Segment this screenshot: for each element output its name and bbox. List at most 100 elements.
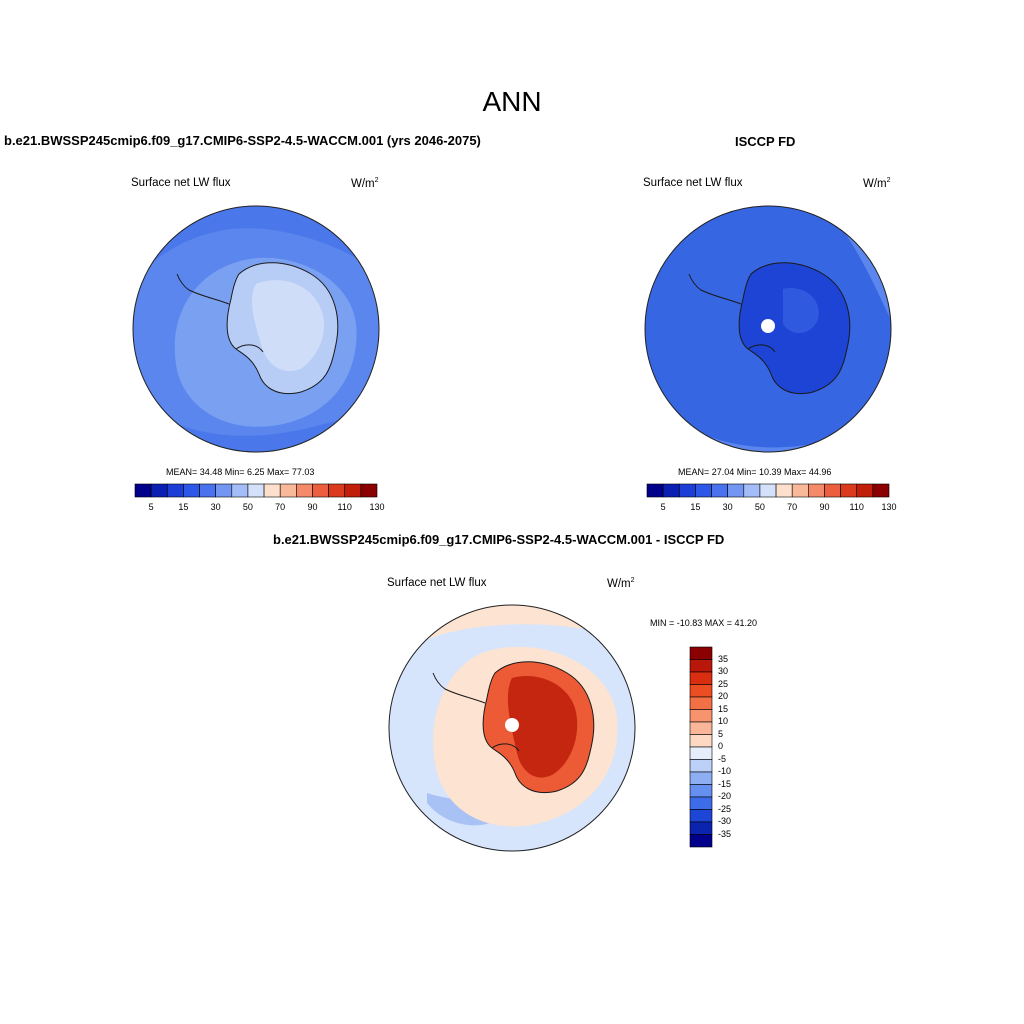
model-colorbar-swatch <box>263 483 281 498</box>
obs-colorbar-tick-label: 110 <box>849 502 864 512</box>
model-outer-ocean <box>133 206 379 284</box>
diff-colorbar-swatch <box>689 771 713 785</box>
model-colorbar-swatch <box>134 483 152 498</box>
model-colorbar-tick-label: 70 <box>275 502 286 512</box>
obs-colorbar-swatch <box>695 483 712 498</box>
model-plateau-light <box>251 280 325 372</box>
diff-colorbar-tick-label: 0 <box>718 741 724 751</box>
obs-colorbar-swatch <box>743 483 761 498</box>
diff-colorbar-swatch <box>689 784 713 798</box>
model-colorbar-swatch <box>328 483 346 498</box>
model-colorbar-swatch <box>247 483 265 498</box>
diff-map-border <box>388 604 636 852</box>
model-colorbar-swatch <box>312 483 329 498</box>
diff-colorbar-swatch <box>689 834 713 848</box>
obs-colorbar-swatch <box>824 483 841 498</box>
obs-colorbar-swatch <box>775 483 793 498</box>
diff-land-core <box>507 676 578 778</box>
diff-colorbar-tick-label: 5 <box>718 728 724 739</box>
model-colorbar-swatch <box>150 483 168 498</box>
model-colorbar-swatch <box>166 483 184 498</box>
model-colorbar-swatch <box>360 483 378 498</box>
obs-map-border <box>644 205 892 453</box>
model-colorbar-swatch <box>183 483 200 498</box>
model-ross-sea-coast <box>235 344 264 353</box>
model-colorbar-tick-label: 130 <box>369 502 385 512</box>
obs-colorbar-swatch <box>727 483 745 498</box>
diff-peninsula <box>432 672 486 704</box>
obs-colorbar-swatch <box>678 483 696 498</box>
diff-colorbar-swatch <box>689 659 713 673</box>
model-polar-map <box>132 205 380 453</box>
diff-colorbar-swatch <box>689 821 713 835</box>
model-colorbar-swatch <box>199 483 216 498</box>
obs-colorbar-tick-label: 90 <box>819 502 830 512</box>
diff-colorbar-swatch <box>689 809 713 823</box>
diff-colorbar-tick-label: -20 <box>718 791 732 801</box>
diff-colorbar-tick-label: 30 <box>718 666 729 676</box>
obs-colorbar-tick-label: 15 <box>690 502 701 512</box>
diff-colorbar-ticks: 35 30 25 20 15 10 5 0 -5 -10 -15 -20 -25 -30 -35 <box>718 647 748 847</box>
obs-colorbar-tick-label: 50 <box>754 502 765 512</box>
obs-colorbar-swatch <box>759 483 777 498</box>
model-colorbar-swatch <box>231 483 249 498</box>
diff-colorbar-tick-label: 35 <box>718 653 729 664</box>
model-colorbar-tick-label: 30 <box>210 502 221 512</box>
model-peninsula <box>176 273 230 305</box>
model-colorbar-swatch <box>344 483 362 498</box>
obs-colorbar-swatch <box>808 483 825 498</box>
diff-colorbar-swatch <box>689 696 713 710</box>
obs-colorbar-tick-label: 5 <box>660 502 666 512</box>
model-colorbar-ticks: 5 15 30 50 70 90 110 130 <box>135 502 385 514</box>
model-stats: MEAN= 34.48 Min= 6.25 Max= 77.03 <box>166 467 315 477</box>
obs-colorbar-tick-label: 130 <box>881 502 897 512</box>
model-colorbar-tick-label: 90 <box>307 502 318 512</box>
model-colorbar-swatch <box>279 483 297 498</box>
model-colorbar-swatch <box>215 483 233 498</box>
model-colorbar <box>134 483 378 498</box>
obs-colorbar-swatch <box>646 483 664 498</box>
diff-colorbar-swatch <box>689 721 713 735</box>
obs-stats: MEAN= 27.04 Min= 10.39 Max= 44.96 <box>678 467 832 477</box>
obs-colorbar-ticks: 5 15 30 50 70 90 110 130 <box>647 502 897 514</box>
diff-panel-title: b.e21.BWSSP245cmip6.f09_g17.CMIP6-SSP2-4… <box>273 532 725 547</box>
diff-colorbar-tick-label: -5 <box>718 753 727 764</box>
diff-colorbar-tick-label: -35 <box>718 828 732 839</box>
model-colorbar-tick-label: 110 <box>337 502 352 512</box>
diff-colorbar-swatch <box>689 734 713 748</box>
diff-colorbar-swatch <box>689 684 713 698</box>
model-unit-label: W/m2 <box>351 177 379 190</box>
obs-colorbar-tick-label: 70 <box>787 502 798 512</box>
diff-ross-sea-coast <box>491 743 520 752</box>
diff-colorbar-tick-label: -10 <box>718 766 732 776</box>
diff-colorbar-tick-label: 10 <box>718 716 729 726</box>
model-map-border <box>132 205 380 453</box>
obs-peninsula <box>688 273 742 305</box>
model-colorbar-tick-label: 15 <box>178 502 189 512</box>
diff-colorbar-tick-label: -15 <box>718 778 732 789</box>
diff-colorbar-swatch <box>689 746 713 760</box>
diff-colorbar-tick-label: -30 <box>718 816 732 826</box>
obs-colorbar-swatch <box>840 483 858 498</box>
obs-land-patches <box>783 288 819 334</box>
diff-colorbar-swatch <box>689 759 713 773</box>
diff-colorbar-swatch <box>689 796 713 810</box>
diff-colorbar-tick-label: 25 <box>718 678 729 689</box>
obs-colorbar-swatch <box>662 483 680 498</box>
diff-colorbar-tick-label: 20 <box>718 691 729 701</box>
model-variable-label: Surface net LW flux <box>131 177 231 189</box>
diff-colorbar-tick-label: 15 <box>718 703 729 714</box>
model-colorbar-tick-label: 50 <box>242 502 253 512</box>
obs-colorbar-swatch <box>872 483 890 498</box>
diff-stats: MIN = -10.83 MAX = 41.20 <box>650 618 758 628</box>
diff-colorbar-swatch <box>689 709 713 723</box>
diff-colorbar-swatch <box>689 671 713 685</box>
obs-colorbar-tick-label: 30 <box>722 502 733 512</box>
diff-polar-map <box>388 604 636 852</box>
obs-colorbar-swatch <box>791 483 809 498</box>
obs-panel-title: ISCCP FD <box>735 134 796 149</box>
main-title: ANN <box>482 86 542 117</box>
obs-variable-label: Surface net LW flux <box>643 177 743 189</box>
obs-polar-map <box>644 205 892 453</box>
model-panel-title: b.e21.BWSSP245cmip6.f09_g17.CMIP6-SSP2-4… <box>4 133 481 148</box>
